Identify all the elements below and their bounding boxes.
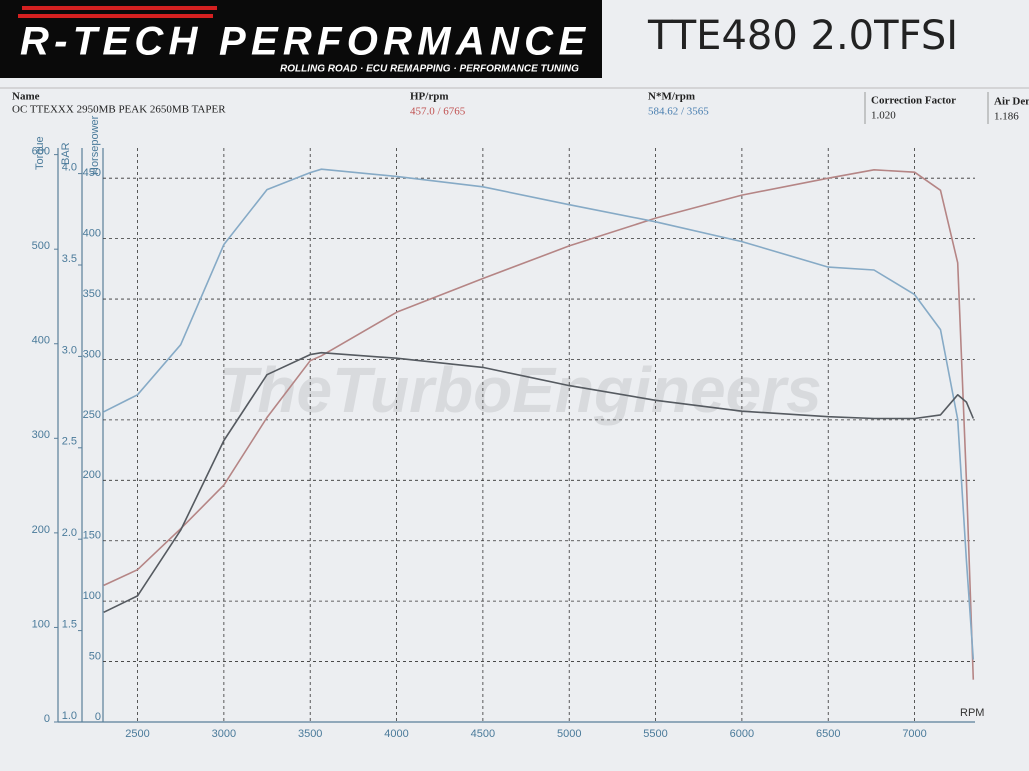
- x-tick-label: 6500: [816, 728, 840, 740]
- x-tick-label: 4500: [471, 728, 495, 740]
- y-tick-label: 450: [83, 167, 101, 179]
- field-label: HP/rpm: [410, 91, 449, 103]
- y-tick-label: 300: [83, 348, 101, 360]
- series-line: [103, 168, 975, 660]
- x-tick-label: 3500: [298, 728, 322, 740]
- tagline: ROLLING ROAD · ECU REMAPPING · PERFORMAN…: [280, 64, 579, 75]
- y3-tick-label: 2.5: [62, 436, 77, 448]
- x-tick-label: 3000: [212, 728, 236, 740]
- logo-box: [0, 0, 602, 78]
- y3-tick-label: 1.5: [62, 619, 77, 631]
- x-tick-label: 5500: [643, 728, 667, 740]
- field-value: 457.0 / 6765: [410, 106, 466, 118]
- field-label: N*M/rpm: [648, 91, 695, 103]
- y3-tick-label: 3.0: [62, 344, 77, 356]
- x-tick-label: 2500: [125, 728, 149, 740]
- y-axis-label: Horsepower: [89, 115, 101, 175]
- y3-tick-label: 2.0: [62, 527, 77, 539]
- x-axis-label: RPM: [960, 707, 984, 719]
- y2-axis-label: Torque: [34, 136, 46, 170]
- y2-tick-label: 400: [32, 335, 50, 347]
- watermark: TheTurboEngineers: [218, 354, 821, 426]
- y-tick-label: 50: [89, 650, 101, 662]
- y3-tick-label: 3.5: [62, 253, 77, 265]
- series-line: [103, 169, 975, 680]
- field-value: OC TTEXXX 2950MB PEAK 2650MB TAPER: [12, 104, 226, 116]
- y3-axis-label: BAR: [60, 142, 72, 165]
- page-title: TTE480 2.0TFSI: [647, 13, 958, 59]
- x-tick-label: 7000: [902, 728, 926, 740]
- field-label: Air Den: [994, 96, 1029, 108]
- x-tick-label: 4000: [384, 728, 408, 740]
- stripe: [22, 6, 217, 10]
- y-tick-label: 200: [83, 469, 101, 481]
- y-tick-label: 100: [83, 590, 101, 602]
- y2-tick-label: 600: [32, 146, 50, 158]
- y-tick-label: 150: [83, 530, 101, 542]
- y3-tick-label: 4.0: [62, 161, 77, 173]
- stripe: [18, 14, 213, 18]
- y2-tick-label: 300: [32, 429, 50, 441]
- field-label: Correction Factor: [871, 95, 956, 107]
- logo: R-TECH PERFORMANCE: [20, 20, 586, 64]
- field-value: 1.020: [871, 110, 896, 122]
- y-tick-label: 400: [83, 228, 101, 240]
- field-value: 584.62 / 3565: [648, 106, 709, 118]
- field-value: 1.186: [994, 111, 1019, 123]
- y3-tick-label: 1.0: [62, 710, 77, 722]
- y2-tick-label: 200: [32, 524, 50, 536]
- y2-tick-label: 500: [32, 240, 50, 252]
- y-tick-label: 0: [95, 711, 101, 723]
- x-tick-label: 5000: [557, 728, 581, 740]
- x-tick-label: 6000: [730, 728, 754, 740]
- series-line: [103, 351, 975, 614]
- y2-tick-label: 100: [32, 618, 50, 630]
- field-label: Name: [12, 91, 40, 103]
- y-tick-label: 250: [83, 409, 101, 421]
- header-fields: Name OC TTEXXX 2950MB PEAK 2650MB TAPER …: [12, 91, 1029, 123]
- y2-tick-label: 0: [44, 713, 50, 725]
- y-tick-label: 350: [83, 288, 101, 300]
